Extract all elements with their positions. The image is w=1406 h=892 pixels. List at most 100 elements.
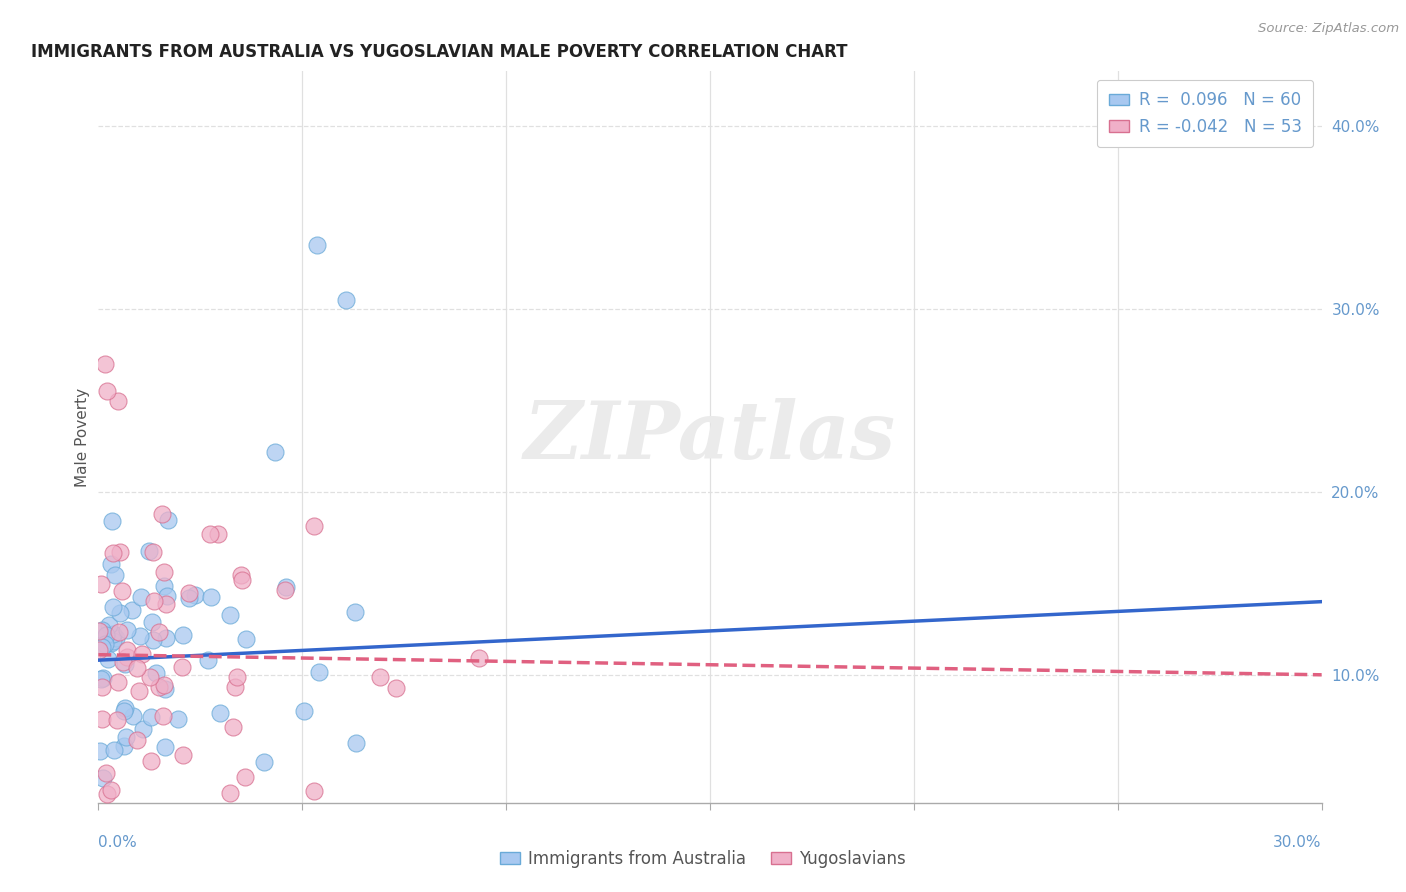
Point <box>305 238 328 252</box>
Point <box>96 765 118 780</box>
Point <box>292 704 315 718</box>
Point <box>107 393 129 408</box>
Point <box>179 585 201 599</box>
Point <box>100 557 122 571</box>
Point <box>302 518 325 533</box>
Text: 0.0%: 0.0% <box>98 836 138 850</box>
Point <box>132 722 155 736</box>
Point <box>90 577 112 591</box>
Point <box>115 649 138 664</box>
Point <box>308 665 330 679</box>
Point <box>110 606 132 620</box>
Point <box>225 670 247 684</box>
Point <box>145 666 167 681</box>
Point <box>274 583 297 598</box>
Point <box>117 624 139 638</box>
Point <box>385 681 408 695</box>
Legend: R =  0.096   N = 60, R = -0.042   N = 53: R = 0.096 N = 60, R = -0.042 N = 53 <box>1097 79 1313 147</box>
Point <box>121 708 143 723</box>
Y-axis label: Male Poverty: Male Poverty <box>75 387 90 487</box>
Point <box>112 655 135 669</box>
Point <box>129 591 152 605</box>
Point <box>97 651 120 665</box>
Point <box>335 293 357 307</box>
Point <box>87 643 110 657</box>
Text: Source: ZipAtlas.com: Source: ZipAtlas.com <box>1258 22 1399 36</box>
Point <box>100 636 122 650</box>
Point <box>170 660 193 674</box>
Point <box>274 581 297 595</box>
Point <box>222 720 245 734</box>
Point <box>115 643 138 657</box>
Point <box>138 544 160 558</box>
Text: ZIPatlas: ZIPatlas <box>524 399 896 475</box>
Point <box>153 678 176 692</box>
Point <box>172 628 194 642</box>
Point <box>103 600 125 615</box>
Point <box>87 624 110 638</box>
Point <box>129 630 152 644</box>
Point <box>208 706 231 721</box>
Text: IMMIGRANTS FROM AUSTRALIA VS YUGOSLAVIAN MALE POVERTY CORRELATION CHART: IMMIGRANTS FROM AUSTRALIA VS YUGOSLAVIAN… <box>31 44 848 62</box>
Point <box>103 743 125 757</box>
Point <box>114 701 136 715</box>
Point <box>231 573 253 587</box>
Point <box>105 713 128 727</box>
Point <box>263 444 285 458</box>
Point <box>344 736 367 750</box>
Point <box>125 661 148 675</box>
Point <box>112 739 135 753</box>
Point <box>172 747 194 762</box>
Point <box>101 514 124 528</box>
Point <box>138 670 160 684</box>
Point <box>121 603 143 617</box>
Point <box>90 680 112 694</box>
Point <box>104 567 127 582</box>
Point <box>90 640 112 655</box>
Point <box>93 671 115 685</box>
Point <box>98 618 121 632</box>
Point <box>155 682 177 697</box>
Point <box>101 634 124 648</box>
Point <box>200 590 222 604</box>
Point <box>253 755 276 769</box>
Point <box>125 733 148 747</box>
Point <box>343 605 366 619</box>
Point <box>218 607 240 622</box>
Point <box>112 704 135 718</box>
Point <box>148 624 170 639</box>
Point <box>200 526 222 541</box>
Point <box>90 673 112 687</box>
Point <box>153 565 176 579</box>
Point <box>108 625 131 640</box>
Text: 30.0%: 30.0% <box>1274 836 1322 850</box>
Point <box>131 648 153 662</box>
Point <box>142 544 165 558</box>
Point <box>104 631 127 645</box>
Point <box>148 680 170 694</box>
Point <box>100 783 122 797</box>
Point <box>114 657 136 672</box>
Point <box>207 526 229 541</box>
Point <box>90 623 112 637</box>
Point <box>155 739 177 754</box>
Point <box>91 712 114 726</box>
Point <box>152 708 174 723</box>
Point <box>103 546 125 560</box>
Legend: Immigrants from Australia, Yugoslavians: Immigrants from Australia, Yugoslavians <box>499 849 907 868</box>
Point <box>143 594 166 608</box>
Point <box>142 633 165 648</box>
Point <box>468 651 491 665</box>
Point <box>103 627 125 641</box>
Point <box>128 684 150 698</box>
Point <box>94 357 117 371</box>
Point <box>150 507 173 521</box>
Point <box>167 712 190 726</box>
Point <box>91 771 114 785</box>
Point <box>94 628 117 642</box>
Point <box>94 637 117 651</box>
Point <box>156 513 179 527</box>
Point <box>96 384 118 399</box>
Point <box>96 787 118 801</box>
Point <box>156 590 179 604</box>
